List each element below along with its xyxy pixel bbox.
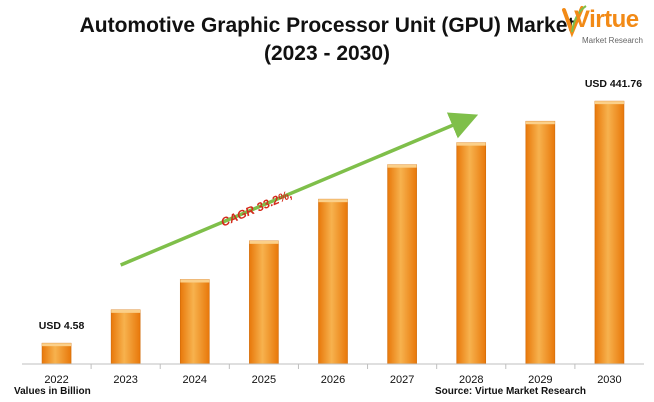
bar-top-2022 [42,343,72,347]
x-axis: 2022 2023 2024 2025 2026 2027 2028 2029 2030 [22,363,644,386]
chart-title: Automotive Graphic Processor Unit (GPU) … [0,12,654,68]
bar-top-2026 [318,199,348,203]
x-tick-label: 2022 [44,374,68,386]
x-tick-label: 2025 [252,374,276,386]
bar-top-2025 [249,240,279,244]
x-tick-label: 2023 [113,374,137,386]
logo-subtext: Market Research [582,36,643,45]
cagr-arrow [119,112,479,267]
logo-word: Virtue [574,6,639,33]
bar-top-2030 [594,101,624,105]
bar-2030 [594,100,625,365]
bars-layer [41,100,625,365]
bar-top-2028 [456,142,486,146]
bar-2026 [318,198,348,365]
x-tick-label: 2028 [459,374,483,386]
x-tick-label: 2029 [528,374,552,386]
data-label-2022: USD 4.58 [39,320,85,332]
bar-top-2027 [387,164,417,168]
x-tick-label: 2027 [390,374,414,386]
bar-2024 [179,279,210,365]
data-label-2030: USD 441.76 [585,78,642,90]
x-tick-label: 2026 [321,374,345,386]
units-note: Values in Billion [14,386,91,397]
virtue-logo: Virtue Market Research [560,2,648,54]
cagr-label: CAGR 33.2%, [219,187,294,229]
source-note: Source: Virtue Market Research [435,386,586,397]
x-tick-label: 2024 [183,374,207,386]
x-tick-label: 2030 [597,374,621,386]
chart-title-line-1: Automotive Graphic Processor Unit (GPU) … [79,14,575,37]
bar-2023 [110,309,141,365]
bar-2022 [41,342,72,365]
logo-mark-icon [562,5,587,38]
bar-2029 [525,120,556,365]
bar-2028 [456,142,487,365]
chart-title-line-2: (2023 - 2030) [263,42,391,65]
bar-2025 [249,240,279,365]
bar-top-2023 [111,309,141,313]
bar-top-2024 [180,279,210,283]
bar-top-2029 [525,121,555,125]
bar-2027 [387,164,417,365]
